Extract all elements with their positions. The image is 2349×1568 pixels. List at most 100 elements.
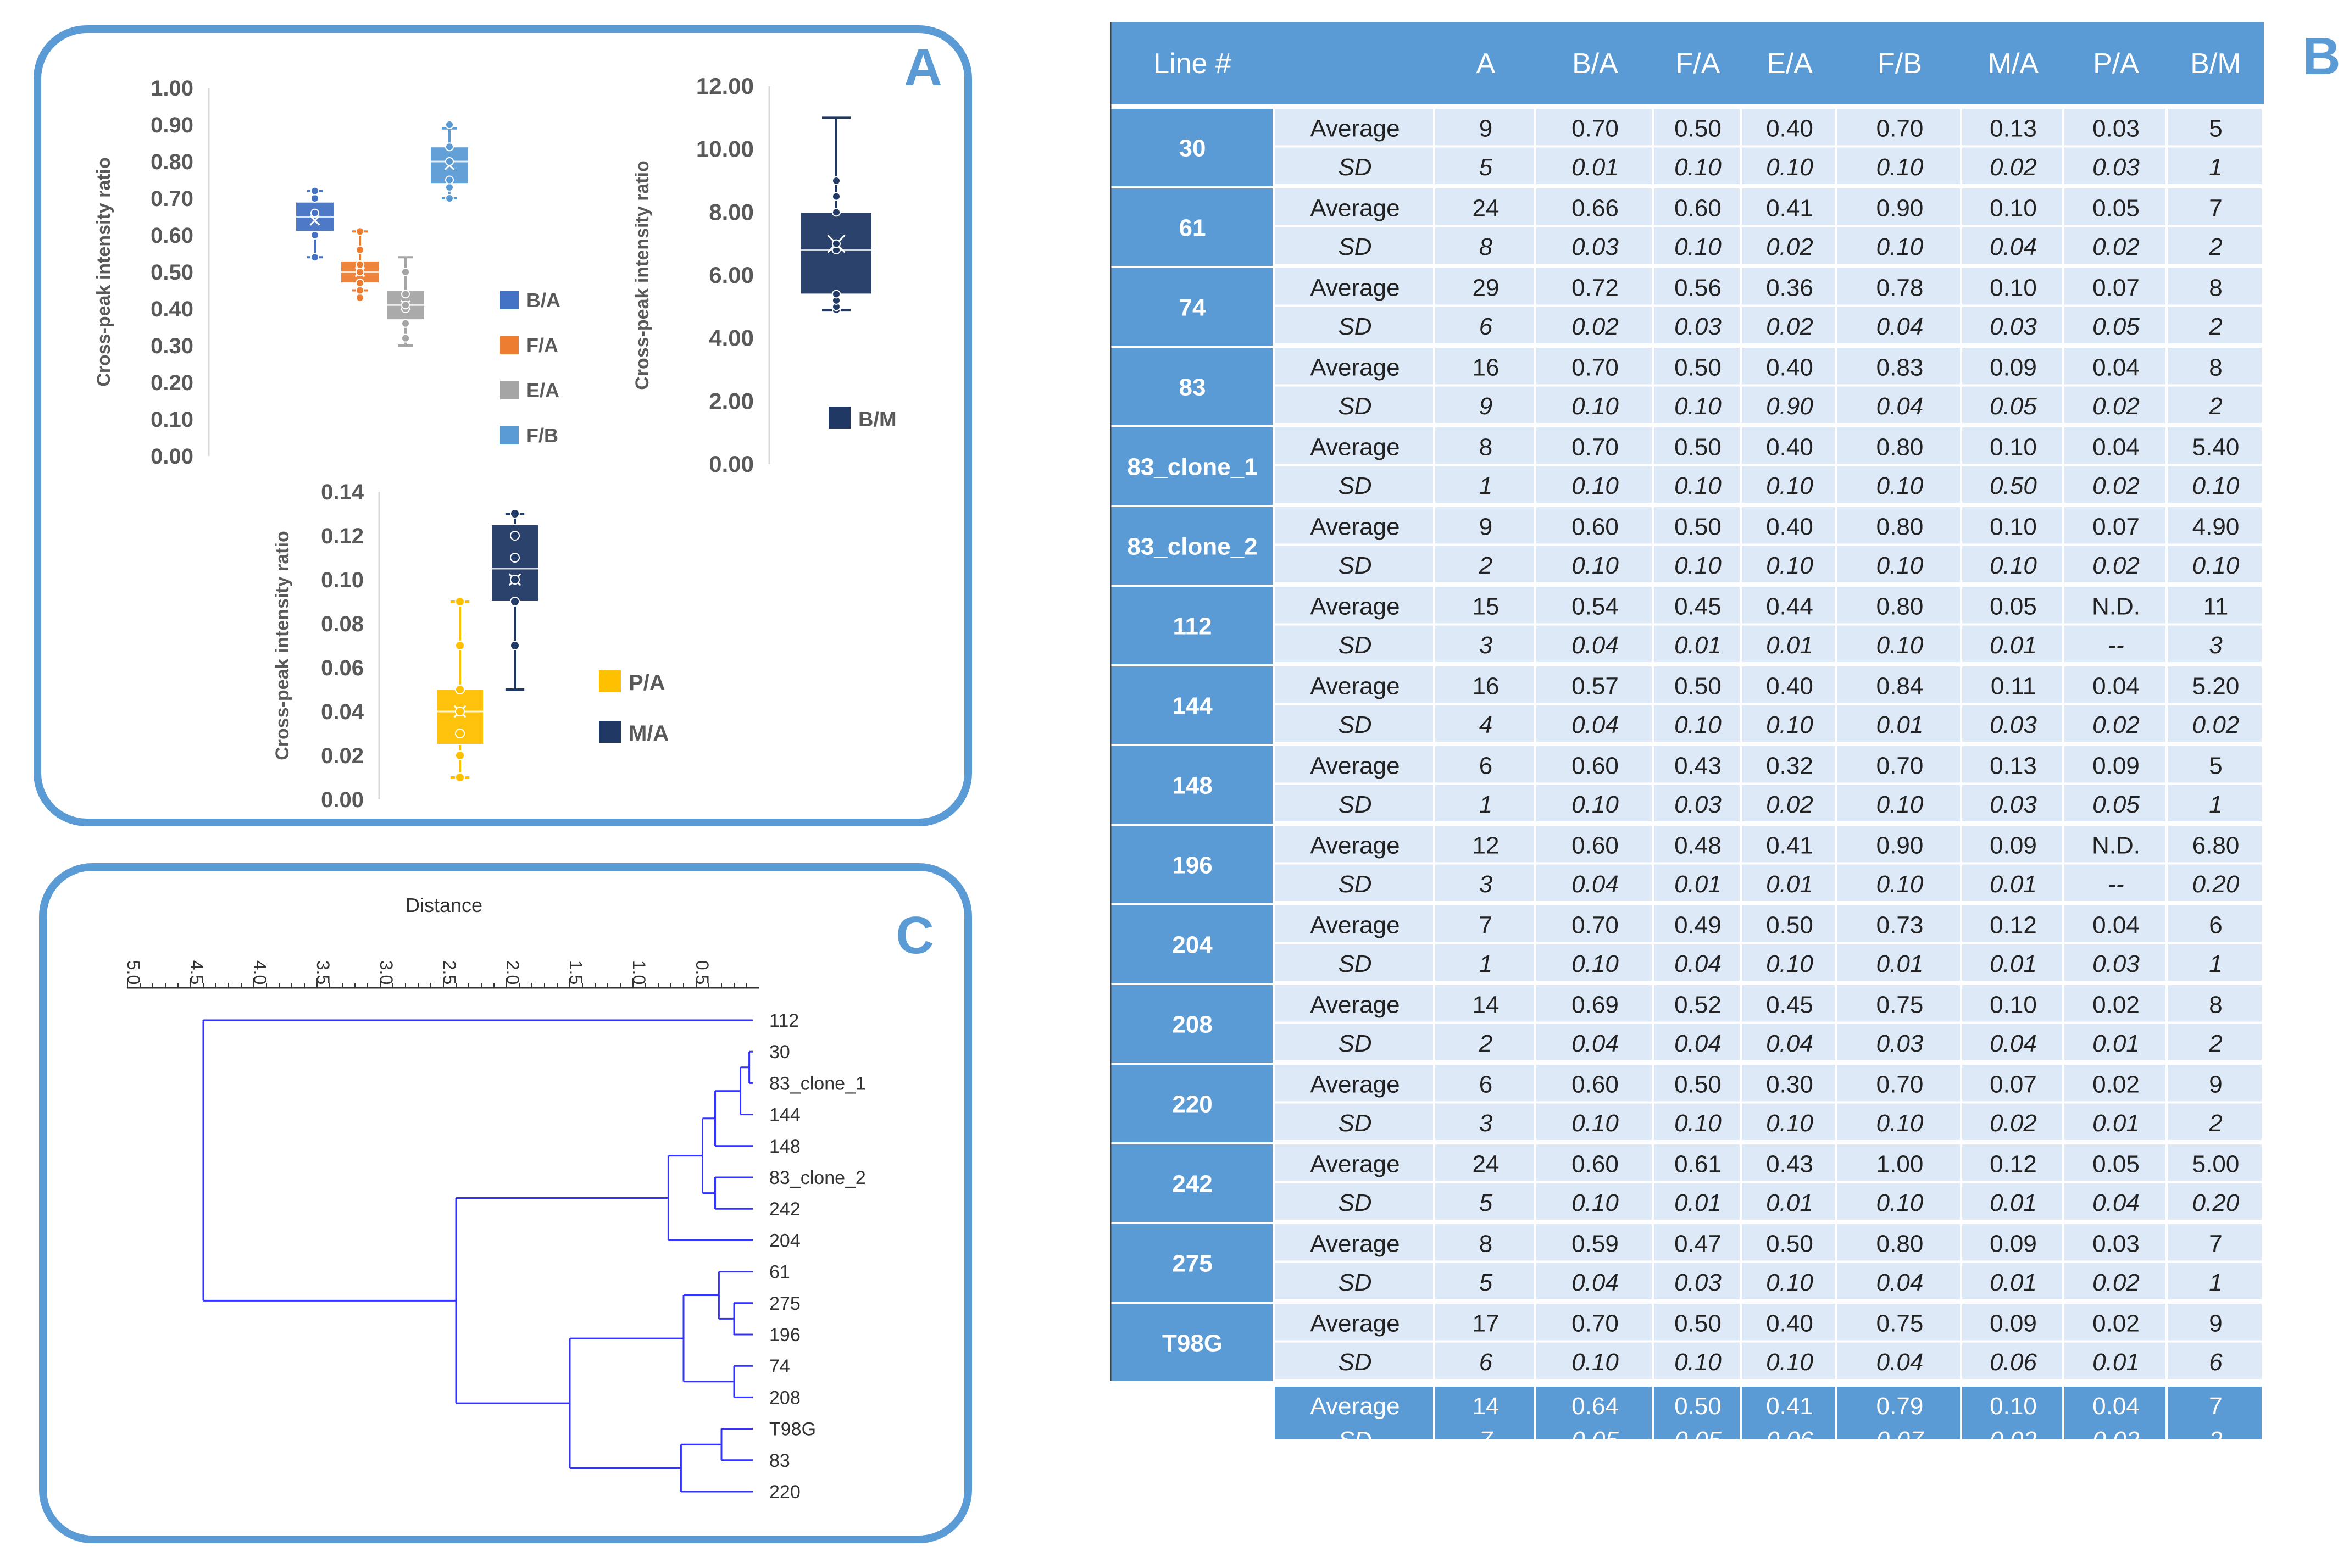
sd-cell-bg <box>1435 147 1534 184</box>
table-row-group: 204 Average SD 7 0.70 0.49 0.50 0.73 0.12 0.04 6 1 0… <box>1110 905 2262 983</box>
y-tick-label: 2.00 <box>709 388 754 414</box>
sd-value: 0.02 <box>1766 791 1813 818</box>
avg-cell-bg <box>2168 905 2262 942</box>
sd-value: 0.10 <box>1766 1269 1813 1296</box>
avg-label: Average <box>1310 194 1400 221</box>
avg-cell-bg <box>1837 905 1960 942</box>
panel-b-letter: B <box>2302 27 2340 86</box>
sd-value: 1 <box>1479 472 1492 499</box>
avg-value: 0.10 <box>1990 194 2037 221</box>
legend-label: F/A <box>526 334 558 357</box>
leaf-label: 83_clone_1 <box>769 1073 866 1094</box>
sd-cell-bg <box>1962 625 2062 662</box>
avg-value: 0.43 <box>1766 1150 1813 1177</box>
leaf-label: 196 <box>769 1325 801 1345</box>
sd-cell-bg <box>2064 1103 2165 1140</box>
avg-value: 5 <box>2209 752 2222 779</box>
avg-cell-bg <box>1275 666 1433 703</box>
line-cell-bg <box>1110 188 1273 266</box>
sd-label: SD <box>1338 154 1371 181</box>
avg-value: 24 <box>1473 1150 1500 1177</box>
avg-value: 0.47 <box>1674 1230 1722 1257</box>
panel-c: C Distance 5.0 4.5 4.0 3.5 3.0 2.5 2.0 1.5 1.0 0.5 1… <box>38 863 973 1544</box>
leaf-label: 275 <box>769 1293 801 1314</box>
avg-value: 0.75 <box>1876 1310 1924 1337</box>
avg-cell-bg <box>2168 427 2262 464</box>
sd-value: 0.01 <box>2092 1110 2140 1137</box>
y-axis-label: Cross-peak intensity ratio <box>93 157 114 387</box>
avg-cell-bg <box>1275 1224 1433 1261</box>
avg-cell-bg <box>1536 109 1652 146</box>
sd-cell-bg <box>1275 1024 1433 1060</box>
sd-cell-bg <box>1435 307 1534 343</box>
sd-cell-bg <box>1742 785 1835 821</box>
avg-value: 0.80 <box>1876 593 1924 620</box>
summary-avg-value: 0.10 <box>1990 1393 2037 1420</box>
sd-value: 2 <box>2208 313 2222 340</box>
sd-value: 1 <box>2209 791 2222 818</box>
sd-cell-bg <box>1275 147 1433 184</box>
sd-cell-bg <box>2064 1024 2165 1060</box>
sd-cell-bg <box>2064 147 2165 184</box>
sd-cell-bg <box>1962 1263 2062 1299</box>
sd-value: 0.03 <box>1990 791 2037 818</box>
column-header: Line # <box>1153 48 1231 80</box>
y-tick-label: 0.06 <box>321 656 364 680</box>
sd-value: 5 <box>1479 1269 1493 1296</box>
sd-value: 9 <box>1479 393 1492 420</box>
avg-value: 24 <box>1473 194 1500 221</box>
sd-cell-bg <box>1654 785 1740 821</box>
avg-cell-bg <box>2168 1144 2262 1181</box>
sd-value: 0.10 <box>1674 154 1722 181</box>
sd-cell-bg <box>1962 1342 2062 1379</box>
data-point <box>356 227 364 236</box>
sd-cell-bg <box>1742 147 1835 184</box>
avg-cell-bg <box>1275 746 1433 783</box>
sd-value: 0.10 <box>2192 472 2240 499</box>
avg-cell-bg <box>1275 109 1433 146</box>
summary-avg-value: 0.64 <box>1571 1393 1619 1420</box>
avg-cell-bg <box>1275 985 1433 1022</box>
avg-cell-bg <box>1275 348 1433 385</box>
data-point <box>455 707 465 716</box>
sd-value: 0.10 <box>1571 1110 1619 1137</box>
sd-value: 0.01 <box>1876 950 1924 977</box>
avg-value: 0.40 <box>1766 513 1813 540</box>
avg-value: 0.70 <box>1571 911 1619 938</box>
avg-cell-bg <box>1435 507 1534 544</box>
avg-cell-bg <box>1435 666 1534 703</box>
x-tick-label: 4.0 <box>250 960 270 985</box>
sd-cell-bg <box>2064 466 2165 503</box>
table-row-group: 61 Average SD 24 0.66 0.60 0.41 0.90 0.10 0.05 7 8 0… <box>1110 188 2262 266</box>
sd-value: 0.04 <box>1876 1349 1924 1376</box>
avg-label: Average <box>1310 752 1400 779</box>
y-tick-label: 0.20 <box>151 371 193 395</box>
avg-value: 4.90 <box>2192 513 2240 540</box>
line-label: 242 <box>1172 1171 1212 1198</box>
y-tick-label: 0.30 <box>151 334 193 358</box>
table-row-group: 112 Average SD 15 0.54 0.45 0.44 0.80 0.05 N.D. 11… <box>1110 587 2262 664</box>
sd-cell-bg <box>1837 625 1960 662</box>
box-f-b <box>430 120 469 203</box>
sd-cell-bg <box>2168 227 2262 264</box>
avg-value: 0.69 <box>1571 991 1619 1018</box>
sd-cell-bg <box>1275 625 1433 662</box>
avg-value: 0.59 <box>1571 1230 1619 1257</box>
avg-label: Average <box>1310 274 1400 301</box>
line-label: 83_clone_1 <box>1127 454 1257 481</box>
sd-cell-bg <box>1742 1263 1835 1299</box>
sd-value: 0.10 <box>1674 472 1722 499</box>
sd-cell-bg <box>2168 625 2262 662</box>
sd-cell-bg <box>2064 785 2165 821</box>
sd-value: 0.10 <box>1766 552 1813 579</box>
y-tick-label: 0.12 <box>321 524 364 548</box>
avg-cell-bg <box>1962 985 2062 1022</box>
line-label: 30 <box>1179 135 1206 162</box>
line-cell-bg <box>1110 1224 1273 1302</box>
sd-value: 0.20 <box>2192 871 2240 898</box>
y-tick-label: 0.00 <box>151 444 193 469</box>
avg-value: 0.40 <box>1766 354 1813 381</box>
avg-cell-bg <box>1275 1304 1433 1341</box>
sd-cell-bg <box>1962 1103 2062 1140</box>
avg-cell-bg <box>2064 587 2165 624</box>
